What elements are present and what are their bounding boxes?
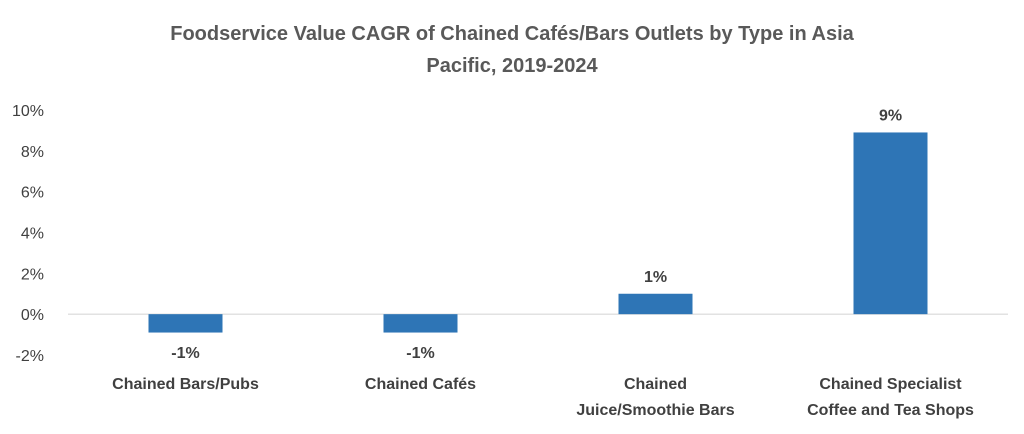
- y-tick-label: 4%: [21, 226, 44, 243]
- category-label: Juice/Smoothie Bars: [576, 402, 734, 419]
- y-tick-label: 8%: [21, 144, 44, 161]
- y-tick-label: 2%: [21, 266, 44, 283]
- y-tick-label: 6%: [21, 185, 44, 202]
- category-label: Chained Cafés: [365, 376, 476, 393]
- category-label: Chained Specialist: [819, 376, 962, 393]
- data-label: -1%: [171, 345, 199, 362]
- category-label: Coffee and Tea Shops: [807, 402, 974, 419]
- bar: [853, 132, 928, 315]
- category-label: Chained: [624, 376, 687, 393]
- bar: [148, 314, 223, 333]
- data-label: 1%: [644, 269, 667, 286]
- y-tick-label: 10%: [12, 103, 44, 120]
- bar: [618, 293, 693, 315]
- category-label: Chained Bars/Pubs: [112, 376, 259, 393]
- bar: [383, 314, 458, 333]
- chart-title-line-1: Foodservice Value CAGR of Chained Cafés/…: [170, 23, 854, 45]
- data-label: 9%: [879, 107, 902, 124]
- y-tick-label: -2%: [16, 348, 44, 365]
- chart-title: Foodservice Value CAGR of Chained Cafés/…: [0, 18, 1024, 82]
- y-tick-label: 0%: [21, 307, 44, 324]
- chart-title-line-2: Pacific, 2019-2024: [426, 55, 598, 77]
- data-label: -1%: [406, 345, 434, 362]
